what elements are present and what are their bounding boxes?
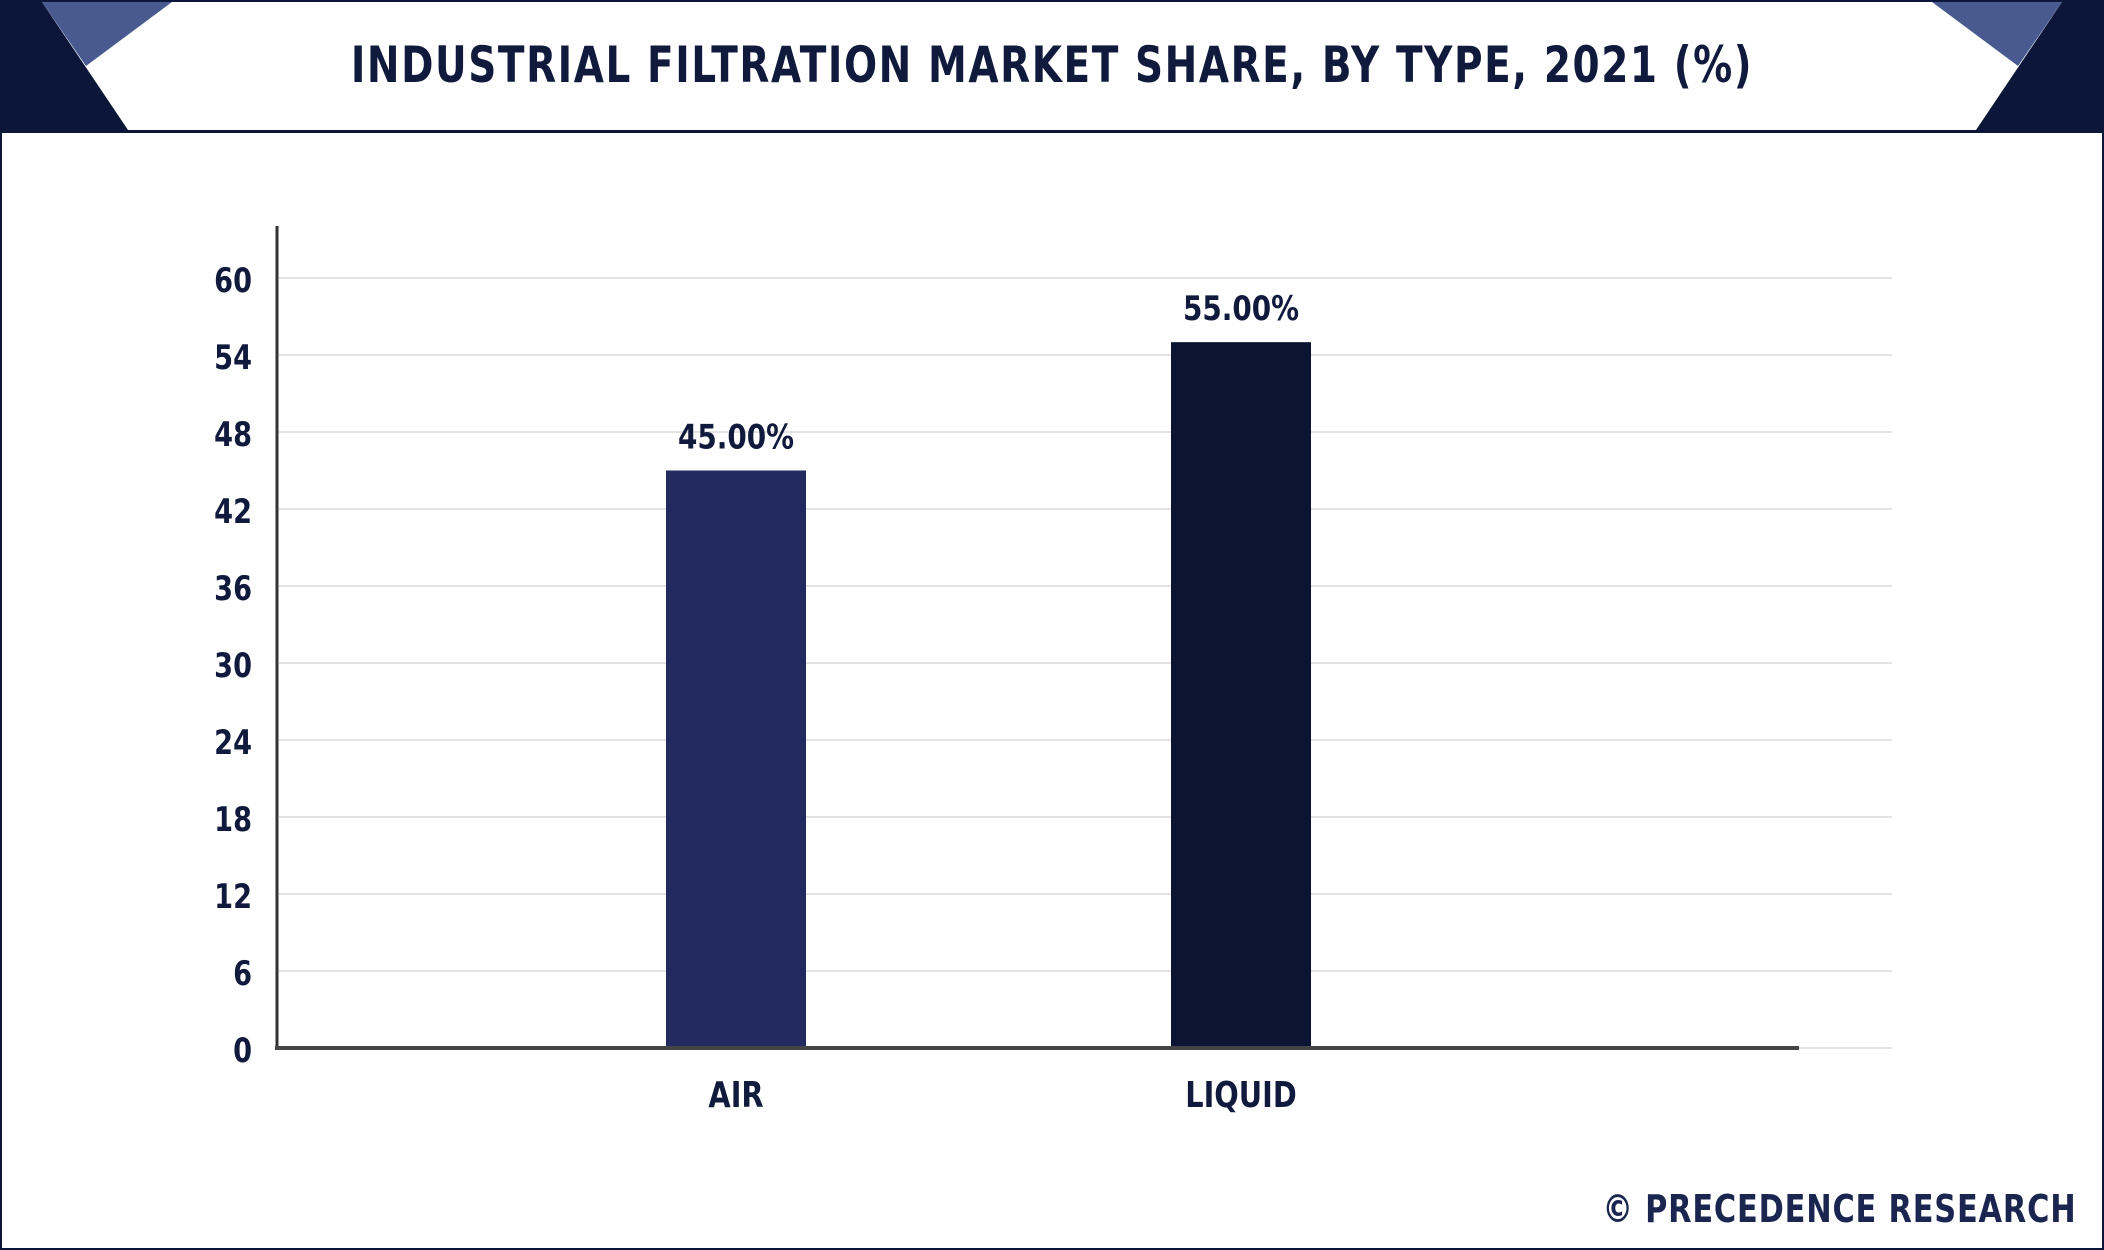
bar-air [666, 470, 806, 1048]
y-tick-label: 54 [214, 338, 252, 378]
corner-top-right-light [1932, 2, 2062, 66]
bar-liquid [1171, 342, 1311, 1049]
y-tick-label: 30 [214, 646, 252, 686]
y-tick-label: 36 [214, 569, 252, 609]
y-axis-ticks: 0 6 12 18 24 30 36 42 48 54 60 [214, 261, 252, 1071]
data-label-air: 45.00% [678, 418, 794, 457]
grid-lines [279, 277, 1892, 1049]
corner-top-right-dark [1976, 2, 2102, 130]
y-tick-label: 12 [214, 877, 252, 917]
y-tick-label: 18 [214, 800, 252, 840]
corner-top-left-light [42, 2, 172, 66]
y-tick-label: 42 [214, 492, 252, 532]
data-label-liquid: 55.00% [1183, 290, 1299, 329]
bars [666, 342, 1311, 1049]
footer-credit: © PRECEDENCE RESEARCH [1602, 1187, 2076, 1231]
corner-top-left-dark [2, 2, 128, 130]
y-tick-label: 24 [214, 723, 252, 763]
x-tick-label-air: AIR [708, 1074, 763, 1116]
y-tick-label: 60 [214, 261, 252, 301]
header-divider [2, 130, 2102, 133]
y-tick-label: 0 [233, 1031, 252, 1071]
y-tick-label: 48 [214, 415, 252, 455]
y-tick-label: 6 [233, 954, 252, 994]
header-band [2, 2, 2102, 132]
x-tick-label-liquid: LIQUID [1185, 1074, 1296, 1116]
x-axis-ticks: AIR LIQUID [708, 1074, 1296, 1116]
value-labels: 45.00% 55.00% [678, 290, 1299, 458]
page-title: INDUSTRIAL FILTRATION MARKET SHARE, BY T… [350, 36, 1754, 94]
